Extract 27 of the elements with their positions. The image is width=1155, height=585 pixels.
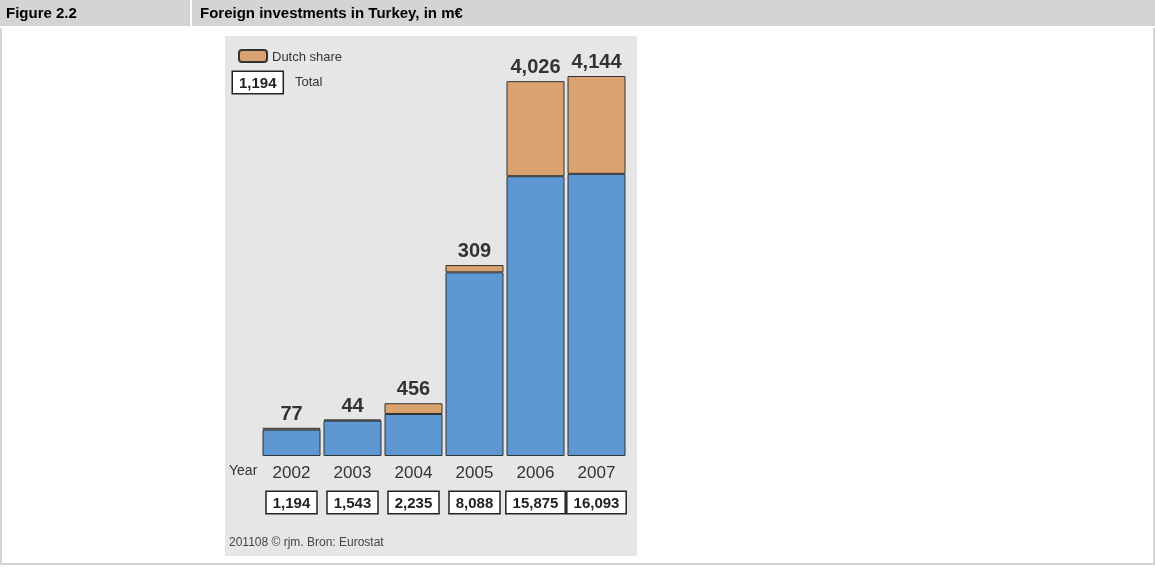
x-tick-label: 2002 (272, 463, 311, 482)
chart-title: Foreign investments in Turkey, in m€ (200, 4, 463, 21)
total-label: 8,088 (455, 494, 494, 511)
data-label: 44 (341, 393, 365, 416)
data-label: 309 (457, 239, 492, 262)
bar (262, 429, 321, 456)
total-label: 1,194 (272, 494, 311, 511)
total-label: 1,543 (333, 494, 372, 511)
x-tick-label: 2004 (394, 463, 433, 482)
total-label: 2,235 (394, 494, 433, 511)
data-label: 77 (280, 401, 303, 424)
text: Figure 2.2 (6, 4, 77, 21)
total-label: 15,875 (512, 494, 559, 511)
annotation: Total (295, 74, 323, 89)
data-label: 4,026 (510, 55, 561, 78)
x-tick-label: 2005 (455, 463, 494, 482)
x-tick-label: 2006 (516, 463, 555, 482)
data-label: 456 (396, 377, 431, 400)
x-axis-title: Year (229, 462, 258, 478)
data-label: 4,144 (571, 50, 623, 72)
legend-label: Dutch share (272, 48, 343, 64)
text: 201108 © rjm. Bron: Eurostat (229, 535, 385, 549)
x-tick-label: 2007 (577, 463, 616, 482)
total-label: 16,093 (573, 494, 620, 511)
text: 1,194 (239, 74, 277, 91)
x-tick-label: 2003 (333, 463, 372, 482)
bar (323, 420, 382, 456)
